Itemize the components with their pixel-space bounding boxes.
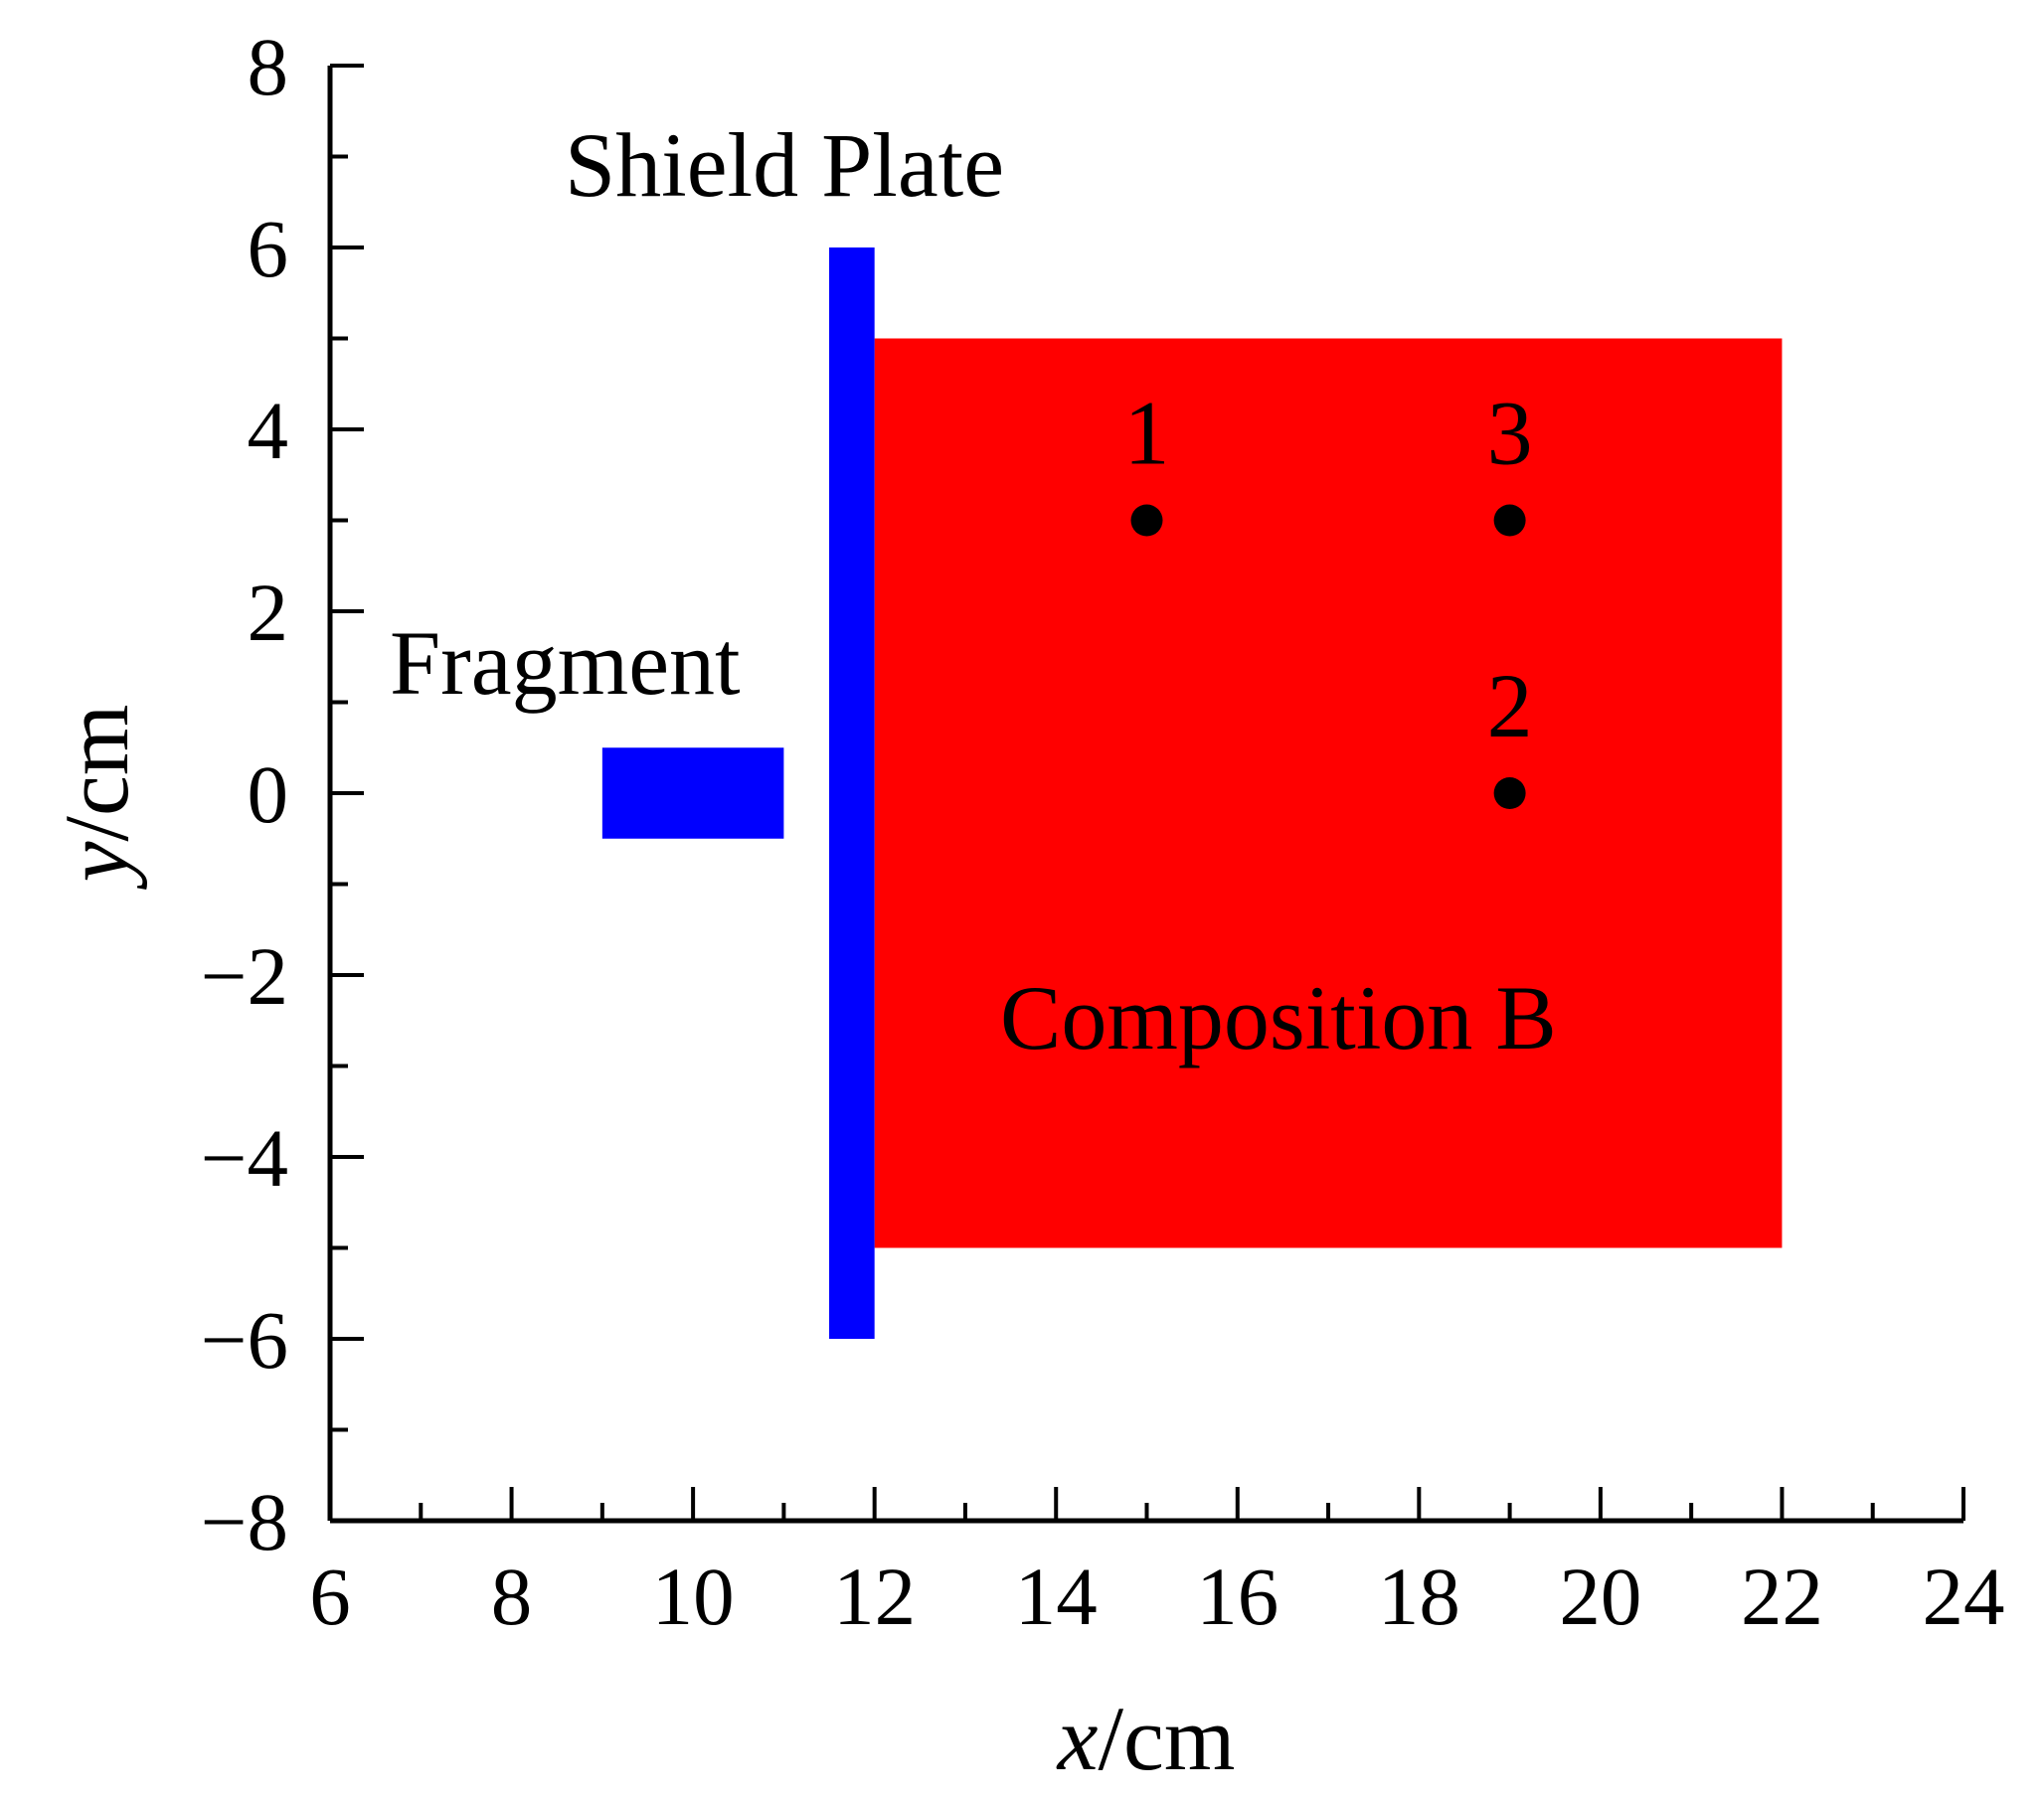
fragment-label: Fragment xyxy=(390,612,741,714)
y-tick-label: −2 xyxy=(201,930,288,1022)
ticks xyxy=(328,64,1965,1523)
y-axis-title: y/cm xyxy=(46,705,147,891)
measurement-point-2 xyxy=(1493,777,1526,809)
measurement-point-3 xyxy=(1493,504,1526,537)
x-axis-unit: /cm xyxy=(1098,1688,1235,1789)
y-tick-label: 2 xyxy=(248,567,289,658)
point-label-3: 3 xyxy=(1487,383,1533,484)
x-tick-label: 8 xyxy=(491,1551,533,1642)
shield-plate-label: Shield Plate xyxy=(565,114,1004,216)
y-tick-label: 6 xyxy=(248,203,289,294)
x-tick-label: 20 xyxy=(1559,1551,1641,1642)
composition-b-label: Composition B xyxy=(1000,967,1557,1068)
point-label-1: 1 xyxy=(1124,383,1170,484)
y-tick-label: 0 xyxy=(248,748,289,840)
point-label-2: 2 xyxy=(1487,655,1533,756)
x-tick-label: 6 xyxy=(309,1551,351,1642)
x-tick-label: 10 xyxy=(652,1551,735,1642)
regions-layer xyxy=(601,247,1783,1339)
x-tick-label: 22 xyxy=(1741,1551,1823,1642)
y-tick-label: 8 xyxy=(248,21,289,112)
composition-b-region xyxy=(874,338,1783,1248)
fragment-region xyxy=(601,747,784,839)
shield-plate-region xyxy=(829,247,875,1339)
y-tick-label: 4 xyxy=(248,385,289,476)
y-tick-label: −4 xyxy=(201,1112,288,1204)
x-tick-label: 14 xyxy=(1015,1551,1098,1642)
x-tick-label: 24 xyxy=(1923,1551,2005,1642)
labels-layer: Shield Plate Fragment Composition B xyxy=(390,114,1557,1068)
y-axis-var: y xyxy=(46,841,147,890)
x-tick-label: 18 xyxy=(1378,1551,1460,1642)
measurement-point-1 xyxy=(1130,504,1163,537)
y-axis-unit: /cm xyxy=(46,705,147,842)
x-axis-var: x xyxy=(1056,1688,1099,1789)
y-tick-label: −6 xyxy=(201,1294,288,1386)
x-tick-label: 12 xyxy=(833,1551,916,1642)
points-layer: 1 3 2 xyxy=(1124,383,1533,809)
x-tick-label: 16 xyxy=(1196,1551,1278,1642)
y-tick-label: −8 xyxy=(201,1476,288,1567)
x-axis-title: x/cm xyxy=(1056,1688,1236,1789)
